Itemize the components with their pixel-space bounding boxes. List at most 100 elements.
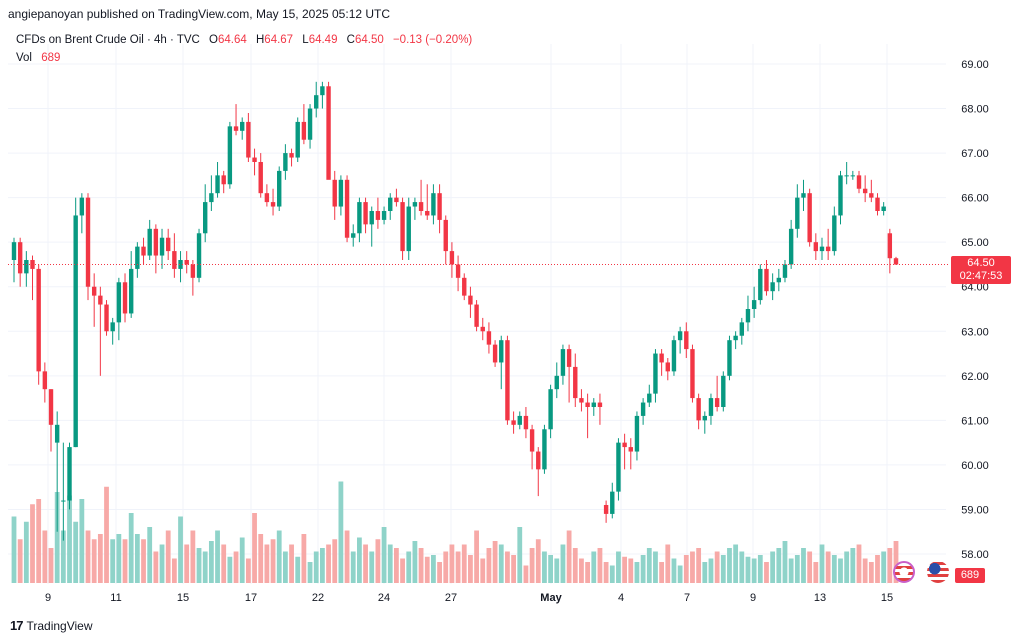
candle-body (264, 193, 270, 203)
chart-legend: CFDs on Brent Crude Oil · 4h · TVC O64.6… (16, 32, 472, 66)
volume-bar (313, 551, 319, 583)
volume-bar (153, 551, 159, 583)
candle-body (733, 335, 738, 341)
volume-bar (387, 544, 393, 583)
symbol-label[interactable]: CFDs on Brent Crude Oil · 4h · TVC (16, 34, 200, 46)
candle-body (252, 157, 257, 162)
volume-row: Vol 689 (16, 50, 472, 66)
candle-body (326, 86, 331, 180)
candle-body (122, 282, 128, 314)
candle-body (480, 326, 485, 332)
ohlc-row: CFDs on Brent Crude Oil · 4h · TVC O64.6… (16, 32, 472, 48)
volume-bar (406, 551, 412, 583)
y-tick-label: 61.00 (961, 415, 989, 427)
change-value: −0.13 (−0.20%) (392, 34, 473, 46)
volume-bar (696, 548, 702, 583)
volume-bar (597, 548, 603, 583)
y-tick-label: 60.00 (961, 460, 989, 472)
volume-bar (653, 551, 658, 583)
candle-body (363, 202, 368, 225)
volume-bar (838, 558, 843, 583)
candle-body (825, 246, 831, 252)
volume-bar (363, 544, 368, 583)
volume-bar (165, 530, 171, 583)
candle-body (819, 246, 825, 252)
volume-bar (17, 539, 23, 583)
volume-bar (498, 544, 504, 583)
candle-body (418, 202, 424, 211)
volume-bar (239, 537, 245, 583)
last-price-tag: 64.50 02:47:53 (951, 256, 1011, 284)
candle-body (542, 429, 547, 470)
footer: 17 TradingView (10, 618, 93, 633)
candle-body (677, 331, 683, 341)
volume-bar (708, 558, 714, 583)
candle-body (887, 233, 893, 259)
candle-body (400, 202, 405, 252)
volume-bar (640, 555, 646, 583)
candle-body (11, 242, 17, 260)
candle-body (289, 153, 294, 158)
x-tick-label: 24 (378, 592, 390, 604)
candle-body (412, 202, 418, 207)
volume-bar (431, 555, 436, 583)
candle-body (548, 389, 553, 430)
candle-body (369, 211, 374, 225)
candle-body (221, 175, 226, 185)
candle-body (283, 153, 288, 171)
volume-bar (159, 544, 165, 583)
volume-label[interactable]: Vol (16, 52, 32, 64)
low-value: 64.49 (308, 34, 338, 46)
volume-bar (825, 551, 831, 583)
candle-body (770, 282, 775, 292)
last-price-value: 64.50 (967, 257, 995, 269)
volume-bar (720, 555, 726, 583)
candle-body (227, 126, 233, 185)
y-tick-label: 58.00 (961, 549, 989, 561)
volume-bar (350, 551, 356, 583)
price-chart[interactable]: 69.00 68.00 67.00 66.00 65.00 64.00 63.00 62.00… (0, 24, 1024, 614)
candle-body (505, 340, 510, 421)
volume-bar (745, 556, 751, 583)
volume-bar (480, 558, 486, 583)
candle-body (788, 228, 794, 265)
us-flag-icon-1[interactable] (893, 561, 915, 583)
open-label: O (209, 34, 218, 46)
volume-bar (492, 541, 498, 583)
volume-bar (628, 558, 634, 583)
candle-body (875, 197, 880, 211)
candle-body (42, 371, 48, 390)
candle-body (708, 398, 714, 416)
candle-body (579, 398, 584, 403)
candle-body (634, 415, 640, 452)
us-flag-icon-2[interactable] (927, 561, 949, 583)
candle-body (714, 398, 720, 407)
candle-body (696, 398, 701, 421)
candle-body (314, 95, 319, 109)
candle-body (468, 295, 473, 305)
candle-body (17, 242, 23, 274)
chart-area[interactable]: 69.00 68.00 67.00 66.00 65.00 64.00 63.00 62.00… (0, 24, 1024, 614)
candle-body (394, 197, 399, 203)
candle-body (492, 344, 498, 363)
volume-bar (264, 544, 270, 583)
tradingview-logo-icon[interactable]: 17 (10, 618, 24, 633)
candle-body (702, 415, 707, 421)
published-header: angiepanoyan published on TradingView.co… (8, 7, 391, 21)
footer-brand[interactable]: TradingView (26, 618, 93, 633)
volume-bar (23, 521, 29, 583)
candle-body (653, 353, 658, 394)
volume-bar (245, 558, 251, 583)
volume-bar (868, 562, 874, 583)
candle-body (437, 193, 442, 220)
candle-body (258, 162, 263, 194)
candle-body (862, 188, 868, 194)
candle-body (591, 402, 596, 407)
x-tick-label: May (540, 592, 562, 604)
candle-body (98, 295, 103, 305)
candle-body (813, 242, 819, 252)
candle-body (196, 233, 202, 278)
low-label: L (302, 34, 309, 46)
candle-body (344, 179, 350, 238)
candle-body (85, 197, 91, 287)
